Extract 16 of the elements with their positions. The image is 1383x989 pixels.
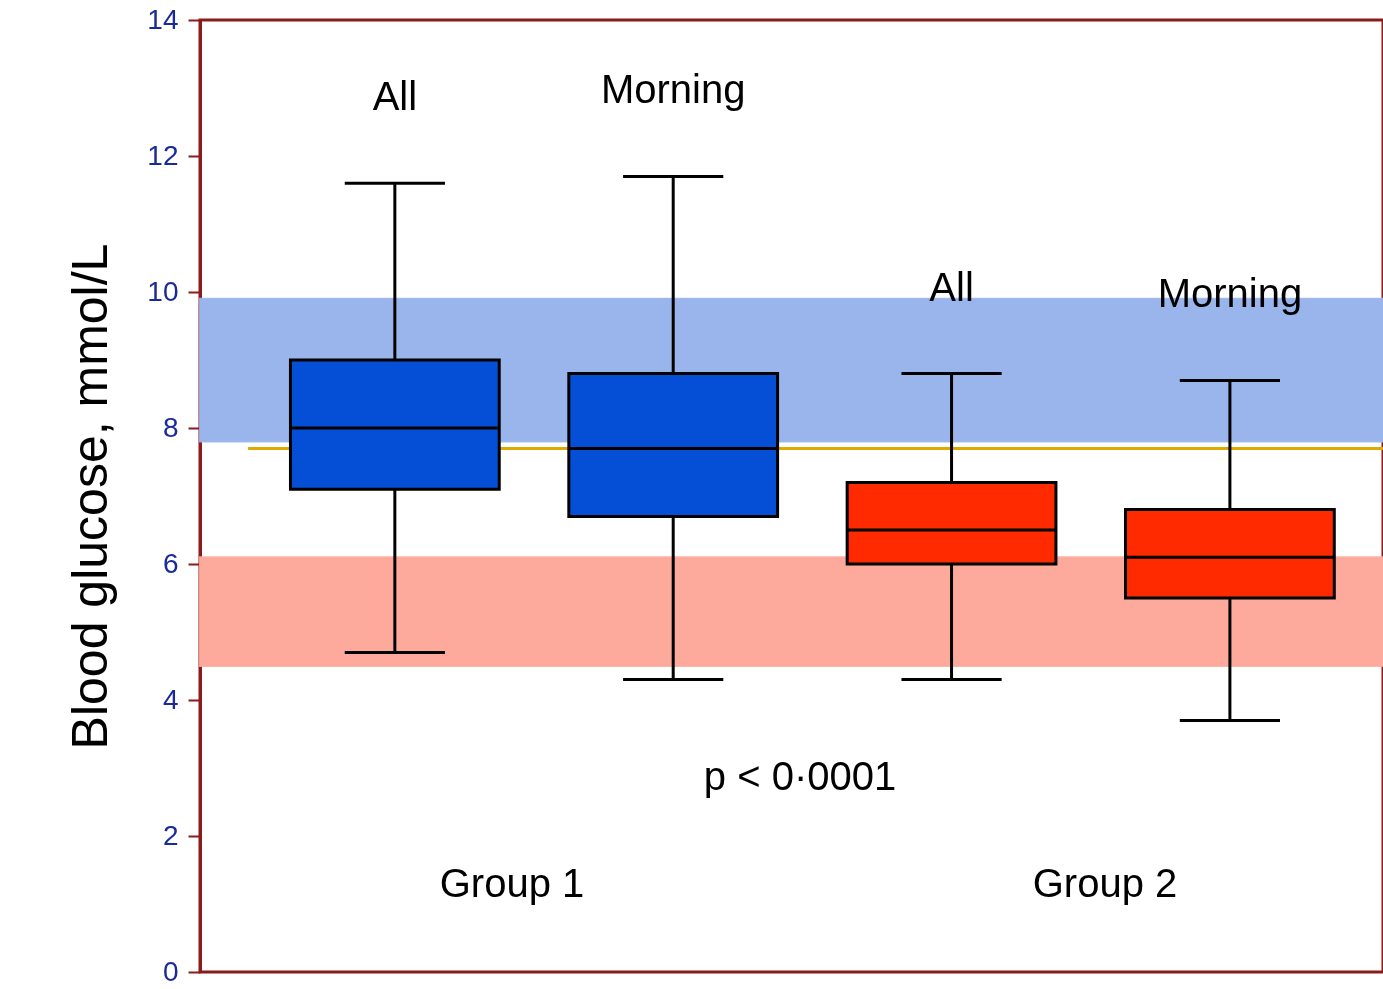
x-tick-label: All — [929, 264, 974, 309]
y-axis-title: Blood glucose, mmol/L — [62, 243, 119, 750]
y-tick-label: 8 — [162, 411, 179, 443]
x-tick-label: Morning — [600, 67, 746, 112]
y-tick-label: 14 — [147, 3, 179, 35]
y-tick-label: 0 — [162, 955, 179, 987]
y-tick-label: 4 — [162, 683, 179, 715]
annotation: Group 2 — [1032, 861, 1178, 905]
y-tick-label: 2 — [162, 819, 179, 851]
y-tick-label: 10 — [147, 275, 179, 307]
annotation: Group 1 — [439, 861, 585, 905]
x-tick-label: All — [372, 74, 418, 119]
annotation: p < 0·0001 — [703, 754, 897, 798]
y-tick-label: 12 — [147, 139, 179, 171]
y-tick-label: 6 — [162, 547, 179, 579]
x-tick-label: Morning — [1157, 271, 1303, 316]
